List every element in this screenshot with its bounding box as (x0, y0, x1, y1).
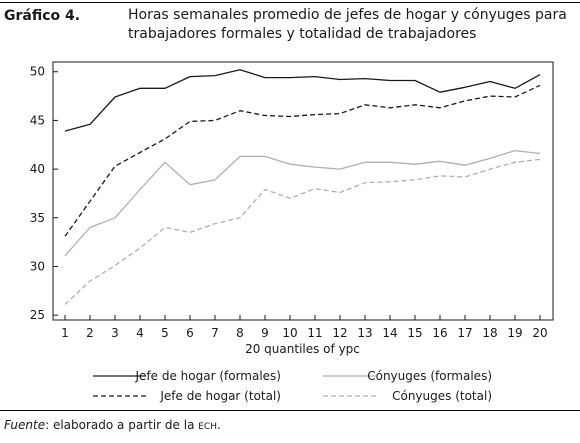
source-text: : elaborado a partir de la (45, 418, 199, 432)
y-tick-label: 30 (30, 259, 45, 273)
x-tick-label: 14 (382, 326, 397, 340)
x-tick-label: 2 (86, 326, 94, 340)
x-tick-label: 12 (332, 326, 347, 340)
x-tick-label: 15 (407, 326, 422, 340)
x-tick-label: 10 (282, 326, 297, 340)
source-abbr: ECH (198, 422, 217, 432)
x-tick-label: 7 (211, 326, 219, 340)
source-suffix: . (216, 418, 221, 432)
legend: Jefe de hogar (formales) Cónyuges (formal… (93, 369, 492, 403)
plot-frame (52, 61, 554, 321)
series-layer (64, 69, 541, 305)
x-tick-label: 19 (507, 326, 522, 340)
x-tick-label: 3 (111, 326, 119, 340)
x-tick-label: 18 (482, 326, 497, 340)
series-line-4 (64, 158, 541, 305)
y-tick-label: 35 (30, 211, 45, 225)
legend-label-4: Cónyuges (total) (392, 389, 492, 403)
series-line-3 (64, 84, 541, 237)
x-tick-label: 4 (136, 326, 144, 340)
y-tick-label: 40 (30, 162, 45, 176)
x-tick-label: 5 (161, 326, 169, 340)
x-tick-label: 20 (532, 326, 547, 340)
x-tick-label: 6 (186, 326, 194, 340)
bottom-rule (0, 410, 580, 411)
x-tick-label: 9 (261, 326, 269, 340)
figure-label: Gráfico 4. (4, 8, 81, 24)
y-tick-label: 25 (30, 308, 45, 322)
x-tick-label: 1 (61, 326, 69, 340)
x-tick-label: 8 (236, 326, 244, 340)
x-tick-label: 17 (457, 326, 472, 340)
y-axis: 25 30 35 40 45 50 (30, 65, 58, 322)
legend-label-1: Jefe de hogar (formales) (135, 369, 282, 383)
x-axis-label: 20 quantiles of ypc (245, 342, 360, 356)
top-rule (0, 2, 580, 3)
x-axis: 1 2 3 4 5 6 7 8 9 10 11 12 13 14 15 16 17 18 19 20 (61, 315, 548, 340)
series-line-1 (64, 69, 541, 132)
series-line-2 (64, 149, 541, 257)
x-tick-label: 11 (307, 326, 322, 340)
x-tick-label: 16 (432, 326, 447, 340)
y-tick-label: 50 (30, 65, 45, 79)
figure-title: Horas semanales promedio de jefes de hog… (128, 7, 567, 42)
legend-label-3: Jefe de hogar (total) (159, 389, 281, 403)
source-prefix: Fuente (4, 418, 46, 432)
source-note: Fuente: elaborado a partir de la ECH. (4, 418, 221, 432)
legend-label-2: Cónyuges (formales) (367, 369, 492, 383)
x-tick-label: 13 (357, 326, 372, 340)
y-tick-label: 45 (30, 113, 45, 127)
